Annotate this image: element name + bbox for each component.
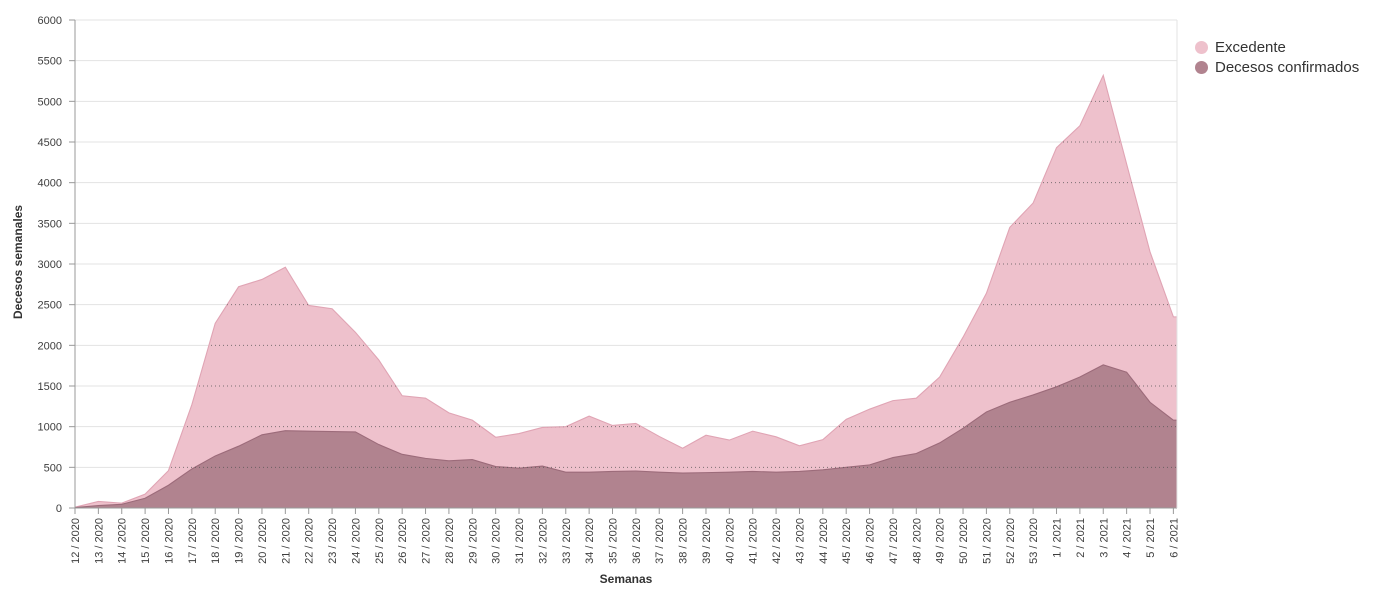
svg-text:2 / 2021: 2 / 2021	[1075, 518, 1087, 558]
svg-text:5000: 5000	[38, 96, 62, 108]
svg-text:36 / 2020: 36 / 2020	[631, 518, 643, 564]
svg-text:45 / 2020: 45 / 2020	[841, 518, 853, 564]
svg-text:23 / 2020: 23 / 2020	[327, 518, 339, 564]
svg-text:42 / 2020: 42 / 2020	[771, 518, 783, 564]
svg-text:34 / 2020: 34 / 2020	[584, 518, 596, 564]
legend-dot-excedente-icon	[1195, 40, 1208, 54]
svg-text:38 / 2020: 38 / 2020	[678, 518, 690, 564]
legend-item-excedente[interactable]: Excedente	[1195, 37, 1359, 57]
svg-text:3000: 3000	[38, 259, 62, 271]
svg-text:6000: 6000	[38, 15, 62, 27]
svg-text:44 / 2020: 44 / 2020	[818, 518, 830, 564]
svg-text:2000: 2000	[38, 340, 62, 352]
svg-text:53 / 2020: 53 / 2020	[1028, 518, 1040, 564]
svg-text:24 / 2020: 24 / 2020	[350, 518, 362, 564]
legend-label-excedente: Excedente	[1215, 38, 1286, 56]
x-axis-title: Semanas	[599, 572, 653, 586]
svg-text:51 / 2020: 51 / 2020	[981, 518, 993, 564]
svg-text:29 / 2020: 29 / 2020	[467, 518, 479, 564]
svg-text:22 / 2020: 22 / 2020	[304, 518, 316, 564]
y-tick-labels: 0 500 1000 1500 2000 2500 3000 3500 4000 4500 5000…	[38, 15, 62, 515]
svg-text:15 / 2020: 15 / 2020	[140, 518, 152, 564]
svg-text:14 / 2020: 14 / 2020	[117, 518, 129, 564]
area-decesos-confirmados	[74, 364, 1177, 509]
svg-text:5 / 2021: 5 / 2021	[1145, 518, 1157, 558]
axes	[69, 19, 1178, 514]
area-excedente	[74, 73, 1177, 508]
svg-text:19 / 2020: 19 / 2020	[234, 518, 246, 564]
svg-text:47 / 2020: 47 / 2020	[888, 518, 900, 564]
svg-text:1500: 1500	[38, 381, 62, 393]
svg-text:2500: 2500	[38, 300, 62, 312]
svg-text:49 / 2020: 49 / 2020	[935, 518, 947, 564]
svg-text:27 / 2020: 27 / 2020	[421, 518, 433, 564]
x-tick-labels: 12 / 2020 13 / 2020 14 / 2020 15 / 2020 16 /…	[70, 518, 1180, 564]
svg-text:12 / 2020: 12 / 2020	[70, 518, 82, 564]
svg-text:50 / 2020: 50 / 2020	[958, 518, 970, 564]
svg-text:28 / 2020: 28 / 2020	[444, 518, 456, 564]
svg-text:5500: 5500	[38, 56, 62, 68]
svg-text:1000: 1000	[38, 422, 62, 434]
legend-label-decesos-confirmados: Decesos confirmados	[1215, 58, 1360, 76]
svg-text:4500: 4500	[38, 137, 62, 149]
svg-text:43 / 2020: 43 / 2020	[794, 518, 806, 564]
svg-text:39 / 2020: 39 / 2020	[701, 518, 713, 564]
svg-text:41 / 2020: 41 / 2020	[748, 518, 760, 564]
legend: Excedente Decesos confirmados	[1195, 37, 1359, 77]
y-axis-title: Decesos semanales	[11, 204, 25, 320]
svg-text:32 / 2020: 32 / 2020	[537, 518, 549, 564]
svg-text:48 / 2020: 48 / 2020	[911, 518, 923, 564]
svg-text:37 / 2020: 37 / 2020	[654, 518, 666, 564]
svg-text:46 / 2020: 46 / 2020	[865, 518, 877, 564]
legend-dot-decesos-confirmados-icon	[1195, 60, 1208, 74]
svg-text:40 / 2020: 40 / 2020	[724, 518, 736, 564]
svg-text:25 / 2020: 25 / 2020	[374, 518, 386, 564]
svg-text:3500: 3500	[38, 218, 62, 230]
svg-text:16 / 2020: 16 / 2020	[163, 518, 175, 564]
svg-text:17 / 2020: 17 / 2020	[187, 518, 199, 564]
svg-text:20 / 2020: 20 / 2020	[257, 518, 269, 564]
svg-text:26 / 2020: 26 / 2020	[397, 518, 409, 564]
svg-text:4000: 4000	[38, 178, 62, 190]
svg-text:21 / 2020: 21 / 2020	[280, 518, 292, 564]
svg-text:13 / 2020: 13 / 2020	[93, 518, 105, 564]
svg-text:18 / 2020: 18 / 2020	[210, 518, 222, 564]
svg-text:35 / 2020: 35 / 2020	[608, 518, 620, 564]
svg-text:4 / 2021: 4 / 2021	[1122, 518, 1134, 558]
svg-text:6 / 2021: 6 / 2021	[1168, 518, 1180, 558]
svg-text:500: 500	[44, 462, 62, 474]
svg-text:0: 0	[56, 503, 62, 515]
svg-text:33 / 2020: 33 / 2020	[561, 518, 573, 564]
svg-text:3 / 2021: 3 / 2021	[1098, 518, 1110, 558]
legend-item-decesos-confirmados[interactable]: Decesos confirmados	[1195, 57, 1359, 77]
svg-text:30 / 2020: 30 / 2020	[491, 518, 503, 564]
svg-text:31 / 2020: 31 / 2020	[514, 518, 526, 564]
svg-text:1 / 2021: 1 / 2021	[1052, 518, 1064, 558]
svg-text:52 / 2020: 52 / 2020	[1005, 518, 1017, 564]
